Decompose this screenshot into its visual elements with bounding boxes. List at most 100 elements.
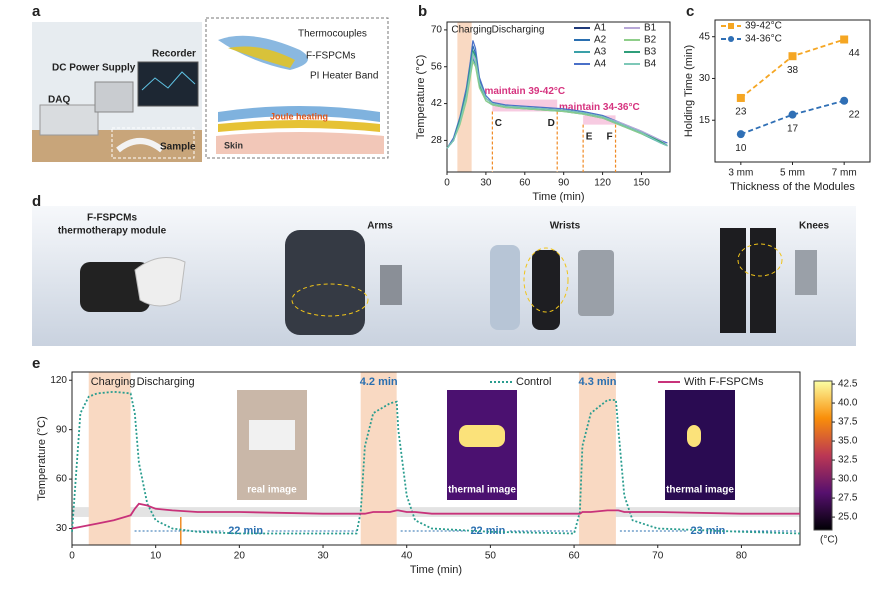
lab-photo <box>32 22 202 162</box>
diagram-label: Joule heating <box>270 111 328 121</box>
diagram-label: Skin <box>224 140 243 150</box>
x-axis-label: Thickness of the Modules <box>730 181 855 193</box>
skin-layer <box>216 132 384 154</box>
y-tick-label: 56 <box>431 61 443 72</box>
colorbar-label: (°C) <box>820 535 838 546</box>
knee-photo <box>750 228 776 333</box>
plot-frame <box>446 21 671 173</box>
image-label: real image <box>247 485 297 496</box>
legend-label: A3 <box>594 47 607 58</box>
diagram-label: F-FSPCMs <box>306 51 355 62</box>
charging-shade <box>579 372 616 545</box>
wrist-photo <box>532 250 560 330</box>
point-label: F <box>606 131 612 142</box>
annotation: Charging <box>91 376 136 388</box>
legend-label: Control <box>516 376 551 388</box>
charging-time: 4.3 min <box>579 376 617 388</box>
legend-marker <box>728 23 734 29</box>
photo-label: Recorder <box>152 49 196 60</box>
x-tick-label: 20 <box>234 551 246 562</box>
data-label: 22 <box>849 109 861 120</box>
legend-label: A1 <box>594 23 607 34</box>
photo-label: DAQ <box>48 95 70 106</box>
structure-diagram <box>205 17 389 159</box>
sample <box>116 138 164 153</box>
legend-label: A2 <box>594 35 607 46</box>
x-tick-label: 0 <box>444 178 450 189</box>
point <box>788 52 797 61</box>
series-line <box>740 99 845 136</box>
daq <box>39 104 99 136</box>
x-tick-label: 30 <box>317 551 329 562</box>
panel-label: a <box>32 3 41 20</box>
data-label: 10 <box>735 143 747 154</box>
y-tick-label: 30 <box>56 523 68 534</box>
x-tick-label: 40 <box>401 551 413 562</box>
sample-box <box>111 127 195 159</box>
y-tick-label: 70 <box>431 25 443 36</box>
module-photo <box>134 257 186 307</box>
y-tick-label: 90 <box>56 424 68 435</box>
x-tick-label: 3 mm <box>728 168 753 179</box>
x-tick-label: 0 <box>69 551 75 562</box>
y-tick-label: 45 <box>699 31 711 42</box>
colorbar-tick-label: 30.0 <box>838 474 858 485</box>
target-ring <box>737 243 783 277</box>
wrist-photo <box>490 245 520 330</box>
series-line <box>446 51 668 149</box>
data-label: 44 <box>849 48 861 59</box>
target-ring <box>291 283 369 317</box>
point <box>840 35 849 44</box>
caption: F-FSPCMs <box>87 213 137 224</box>
recorder <box>137 61 199 107</box>
y-tick-label: 60 <box>56 474 68 485</box>
x-tick-label: 120 <box>594 178 611 189</box>
holding-time: 22 min <box>228 525 263 537</box>
maintain-label: maintain 34-36°C <box>559 102 640 113</box>
y-tick-label: 30 <box>699 73 711 84</box>
power-bank <box>380 265 402 305</box>
inset-image <box>665 390 735 500</box>
data-label: 38 <box>787 65 799 76</box>
diagram-label: PI Heater Band <box>310 71 378 82</box>
x-tick-label: 5 mm <box>780 168 805 179</box>
colorbar-tick-label: 25.0 <box>838 512 858 523</box>
x-tick-label: 60 <box>519 178 531 189</box>
colorbar-tick-label: 27.5 <box>838 493 858 504</box>
photos <box>80 228 817 335</box>
inset-detail <box>249 420 295 450</box>
caption: Arms <box>367 221 393 232</box>
legend-label: With F-FSPCMs <box>684 376 764 388</box>
legend-label: 39-42°C <box>745 21 782 32</box>
diagram-label: Thermocouples <box>298 29 367 40</box>
image-label: thermal image <box>448 485 516 496</box>
data-label: 17 <box>787 123 799 134</box>
target-ring <box>523 247 569 313</box>
annotation: Discharging <box>137 376 195 388</box>
maintain-label: maintain 39-42°C <box>484 86 565 97</box>
x-tick-label: 7 mm <box>832 168 857 179</box>
colorbar <box>813 380 833 531</box>
colorbar-tick-label: 40.0 <box>838 398 858 409</box>
charging-time: 4.2 min <box>360 376 398 388</box>
annotation: Charging <box>451 25 492 36</box>
y-axis-label: Temperature (°C) <box>415 55 427 139</box>
panel-label: d <box>32 193 41 210</box>
caption: thermotherapy module <box>58 226 167 237</box>
legend-label: B1 <box>644 23 657 34</box>
legend-label: B3 <box>644 47 657 58</box>
pcm-layer <box>228 46 295 68</box>
arm-photo <box>285 230 365 335</box>
legend-label: 34-36°C <box>745 34 782 45</box>
inset-detail <box>459 425 505 447</box>
x-axis-label: Time (min) <box>410 564 462 576</box>
photo-label: Sample <box>160 142 196 153</box>
image-label: thermal image <box>666 485 734 496</box>
point <box>840 96 849 105</box>
power-supply <box>94 81 134 113</box>
point <box>788 110 797 119</box>
x-tick-label: 30 <box>480 178 492 189</box>
y-axis-label: Holding Time (min) <box>683 45 695 137</box>
point-label: E <box>586 131 593 142</box>
legend-label: B2 <box>644 35 657 46</box>
